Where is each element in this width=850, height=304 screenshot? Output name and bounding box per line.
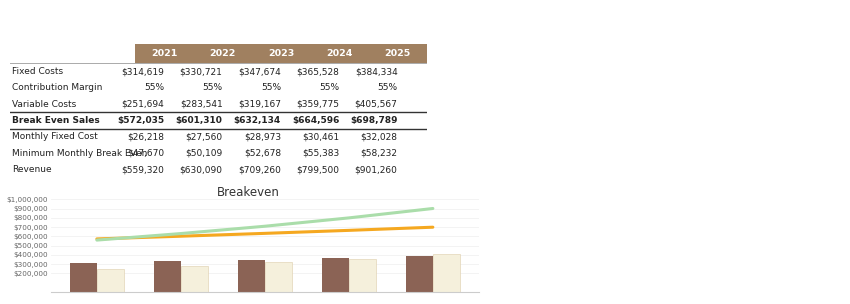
Text: $365,528: $365,528 [297, 67, 339, 76]
Text: Fixed Costs: Fixed Costs [12, 67, 64, 76]
Text: $26,218: $26,218 [128, 133, 164, 141]
Text: Breakeven: Breakeven [217, 186, 280, 199]
Text: $319,167: $319,167 [238, 100, 280, 109]
Bar [322, 258, 348, 292]
Text: 55%: 55% [319, 84, 339, 92]
Text: $30,461: $30,461 [302, 133, 339, 141]
Bar [406, 256, 433, 292]
Text: $901,260: $901,260 [354, 165, 398, 174]
Text: 55%: 55% [144, 84, 164, 92]
Text: $314,619: $314,619 [122, 67, 164, 76]
Text: Contribution Margin: Contribution Margin [12, 84, 103, 92]
Text: $572,035: $572,035 [117, 116, 164, 125]
Bar [348, 258, 376, 292]
Text: $347,674: $347,674 [238, 67, 280, 76]
Text: $799,500: $799,500 [297, 165, 339, 174]
Text: $47,670: $47,670 [128, 149, 164, 158]
Text: $559,320: $559,320 [122, 165, 164, 174]
Text: $28,973: $28,973 [244, 133, 280, 141]
Text: Break Even Sales: Break Even Sales [12, 116, 100, 125]
Text: $632,134: $632,134 [234, 116, 280, 125]
Text: $32,028: $32,028 [360, 133, 398, 141]
Text: $52,678: $52,678 [244, 149, 280, 158]
Text: 2025: 2025 [384, 49, 411, 58]
Text: $58,232: $58,232 [360, 149, 398, 158]
Text: Variable Costs: Variable Costs [12, 100, 76, 109]
Text: Monthly Fixed Cost: Monthly Fixed Cost [12, 133, 98, 141]
Bar [154, 261, 181, 292]
Text: $330,721: $330,721 [179, 67, 223, 76]
Text: $601,310: $601,310 [176, 116, 223, 125]
Text: Minimum Monthly Break Even: Minimum Monthly Break Even [12, 149, 148, 158]
Text: $709,260: $709,260 [238, 165, 280, 174]
Text: $664,596: $664,596 [292, 116, 339, 125]
Text: 55%: 55% [202, 84, 223, 92]
Text: $405,567: $405,567 [354, 100, 398, 109]
Text: $698,789: $698,789 [350, 116, 398, 125]
Bar [181, 266, 207, 292]
Text: $55,383: $55,383 [302, 149, 339, 158]
Bar [433, 254, 460, 292]
Bar [265, 262, 292, 292]
Text: $283,541: $283,541 [180, 100, 223, 109]
Text: 55%: 55% [261, 84, 280, 92]
Text: 2023: 2023 [268, 49, 294, 58]
Text: 2024: 2024 [326, 49, 353, 58]
Bar [70, 263, 97, 292]
Text: Revenue: Revenue [12, 165, 52, 174]
Text: $384,334: $384,334 [354, 67, 398, 76]
Text: 2021: 2021 [151, 49, 178, 58]
Text: 2022: 2022 [209, 49, 235, 58]
Text: 55%: 55% [377, 84, 398, 92]
Text: $359,775: $359,775 [297, 100, 339, 109]
Text: $27,560: $27,560 [185, 133, 223, 141]
Text: Break Even Analysis: Break Even Analysis [132, 15, 305, 30]
Text: $630,090: $630,090 [179, 165, 223, 174]
Text: $251,694: $251,694 [122, 100, 164, 109]
Text: $50,109: $50,109 [185, 149, 223, 158]
Bar [135, 44, 427, 64]
Bar [97, 268, 124, 292]
Bar [238, 260, 265, 292]
